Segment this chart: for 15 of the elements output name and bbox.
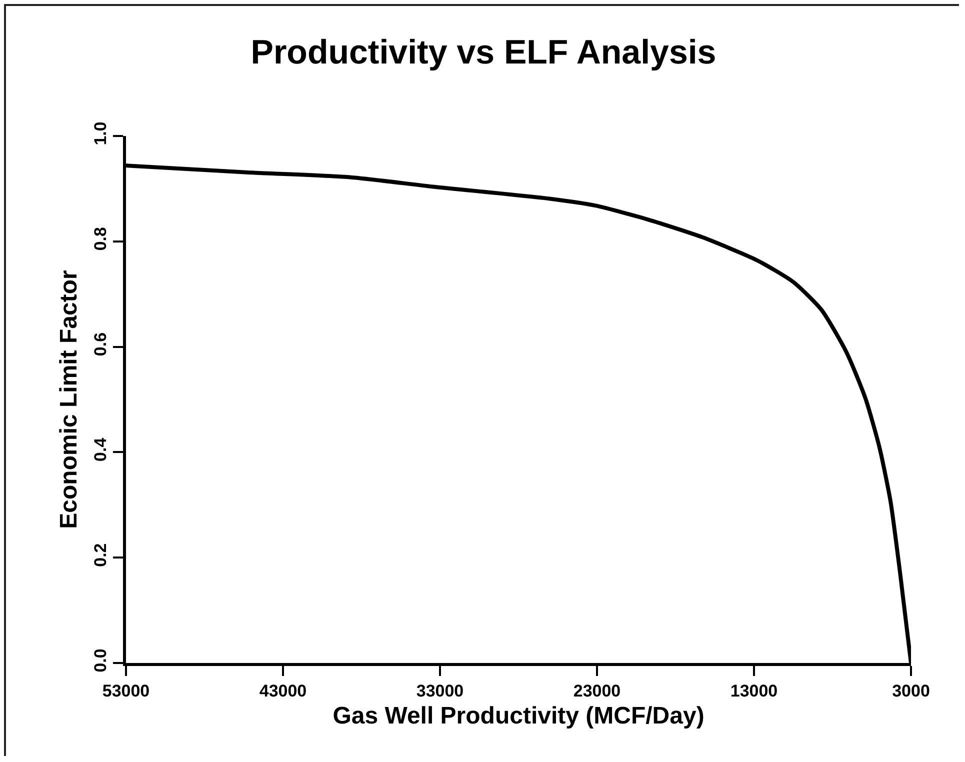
x-tick-label: 23000 [573,681,621,700]
y-axis-title: Economic Limit Factor [55,270,82,529]
x-tick-label: 3000 [892,681,930,700]
y-tick-label: 0.6 [91,332,110,356]
x-axis-title: Gas Well Productivity (MCF/Day) [332,702,704,730]
x-tick-label: 53000 [102,681,150,700]
y-tick-label: 0.4 [91,437,110,462]
x-tick-label: 13000 [730,681,778,700]
chart-title: Productivity vs ELF Analysis [250,34,716,72]
x-tick-label: 33000 [416,681,464,700]
x-tick-label: 43000 [259,681,307,700]
y-tick-label: 0.2 [91,543,110,567]
y-tick-label: 0.8 [91,227,110,251]
y-tick-label: 1.0 [91,122,110,146]
y-tick-label: 0.0 [91,648,110,672]
